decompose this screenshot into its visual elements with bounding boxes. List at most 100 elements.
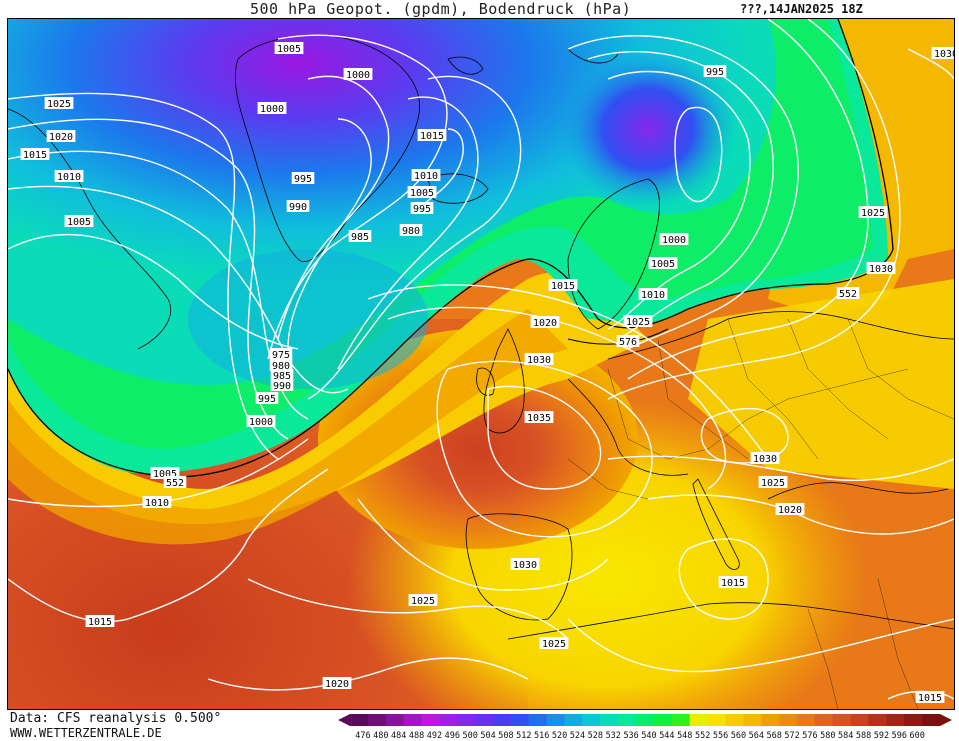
isobar-label: 1015: [20, 148, 50, 161]
colorbar-tick-labels: 476 480 484 488 492 496 500 504 508 512 516 520 524 5…: [355, 731, 925, 740]
coast-iberia: [465, 513, 573, 621]
colorbar-tick-label: 596: [892, 731, 907, 740]
isobar-label-bg: [524, 411, 554, 423]
isobars: [8, 19, 954, 700]
isobar-1010-west: [8, 185, 349, 394]
isobar-label-text: 1030: [527, 355, 551, 366]
isobar-label: 1030: [524, 353, 554, 366]
isobar-label-bg: [775, 503, 805, 515]
isobar-label: 995: [255, 392, 279, 405]
colorbar-swatch: [761, 714, 780, 726]
isobar-label-text: 1005: [153, 469, 177, 480]
isobar-label-text: 552: [839, 289, 857, 300]
map-title: 500 hPa Geopot. (gpdm), Bodendruck (hPa): [250, 0, 632, 18]
isobar-label-bg: [399, 224, 423, 236]
colorbar-tick-label: 528: [588, 731, 603, 740]
isobar-1005-iceland: [307, 75, 522, 400]
isobar-label-text: 1015: [551, 281, 575, 292]
isobar-label-text: 1010: [57, 172, 81, 183]
coast-turkey: [767, 482, 949, 500]
isobar-label: 552: [163, 476, 187, 489]
isobar-1020-mediterranean: [647, 494, 954, 535]
colorbar-tick-label: 476: [355, 731, 370, 740]
isobar-label-bg: [417, 129, 447, 141]
colorbar-swatch: [689, 714, 709, 726]
isobar-label-bg: [44, 97, 74, 109]
isobar-label-text: 552: [166, 478, 184, 489]
coast-svalbard: [447, 56, 484, 75]
geopotential-atlantic-low: [188, 249, 428, 389]
coast-iceland: [427, 173, 489, 204]
isobar-label-text: 1020: [325, 679, 349, 690]
isobar-label-bg: [750, 452, 780, 464]
isobar-label-text: 1035: [527, 413, 551, 424]
colorbar-tick-label: 560: [731, 731, 746, 740]
isobar-label-bg: [703, 65, 727, 77]
colorbar-swatch: [385, 714, 405, 726]
isobar-label-text: 1025: [626, 317, 650, 328]
isobar-1015-mediterranean: [678, 538, 769, 620]
isobar-1035-uk: [487, 385, 602, 490]
colorbar-tick-label: 484: [391, 731, 406, 740]
colorbar-swatch: [636, 714, 655, 726]
isobar-label: 1025: [539, 637, 569, 650]
isobar-label-bg: [539, 637, 569, 649]
coast-baltic: [607, 311, 954, 360]
isobar-1005-west: [8, 233, 299, 350]
isobar-label: 1015: [915, 691, 945, 704]
colorbar-swatch: [725, 714, 744, 726]
colorbar-swatch: [653, 714, 673, 726]
isobar-label-bg: [20, 148, 50, 160]
colorbar-swatch: [671, 714, 691, 726]
isobar-label-text: 995: [706, 67, 724, 78]
isobar-label-bg: [269, 348, 293, 360]
isobar-label-bg: [407, 186, 437, 198]
isobar-label: 985: [348, 230, 372, 243]
isobar-label-text: 975: [272, 350, 290, 361]
isobar-label: 1010: [142, 496, 172, 509]
isobar-label-bg: [274, 42, 304, 54]
isobar-label: 1025: [408, 594, 438, 607]
isobar-label-text: 1005: [277, 44, 301, 55]
isobar-label: 552: [836, 287, 860, 300]
isobar-1015-iceland: [417, 128, 464, 210]
contour-552: [8, 19, 894, 478]
isobar-label-bg: [54, 170, 84, 182]
colorbar-swatch: [832, 714, 852, 726]
isobar-1030-iberia: [357, 498, 609, 591]
isobar-label-bg: [410, 202, 434, 214]
isobar-label: 1025: [623, 315, 653, 328]
isobar-label: 1020: [322, 677, 352, 690]
isobar-1025-balkans: [607, 455, 954, 481]
isobar-label-text: 1000: [249, 417, 273, 428]
isobar-label: 980: [399, 224, 423, 237]
coast-scandinavia: [567, 178, 660, 330]
isobar-label-bg: [64, 215, 94, 227]
colorbar-swatch: [618, 714, 637, 726]
isobar-label-text: 1025: [411, 596, 435, 607]
colorbar-swatch: [886, 714, 905, 726]
colorbar-swatch: [743, 714, 762, 726]
isobar-1025-uk: [387, 306, 727, 490]
colorbar-tick-label: 556: [713, 731, 728, 740]
isobar-label-bg: [85, 615, 115, 627]
isobar-label-bg: [915, 691, 945, 703]
isobar-label-bg: [348, 230, 372, 242]
colorbar-tick-label: 592: [874, 731, 889, 740]
isobar-label-text: 1015: [23, 150, 47, 161]
colorbar-tick-label: 504: [480, 731, 495, 740]
isobar-1030-uk: [436, 360, 653, 538]
isobar-labels: 1005100010001015101010059959959909859801…: [20, 42, 954, 704]
isobar-label: 1030: [866, 262, 896, 275]
geopotential-yellow-band: [8, 272, 648, 525]
isobar-1030-northeast: [907, 48, 954, 80]
isobar-990-greenland: [287, 118, 372, 350]
colorbar-tick-label: 544: [659, 731, 674, 740]
isobar-label: 1010: [638, 288, 668, 301]
isobar-label-text: 1030: [513, 560, 537, 571]
isobar-1025-africa: [567, 618, 954, 673]
colorbar-tick-label: 516: [534, 731, 549, 740]
isobar-label-text: 1000: [662, 235, 686, 246]
isobar-label-text: 980: [402, 226, 420, 237]
isobar-label-bg: [291, 172, 315, 184]
